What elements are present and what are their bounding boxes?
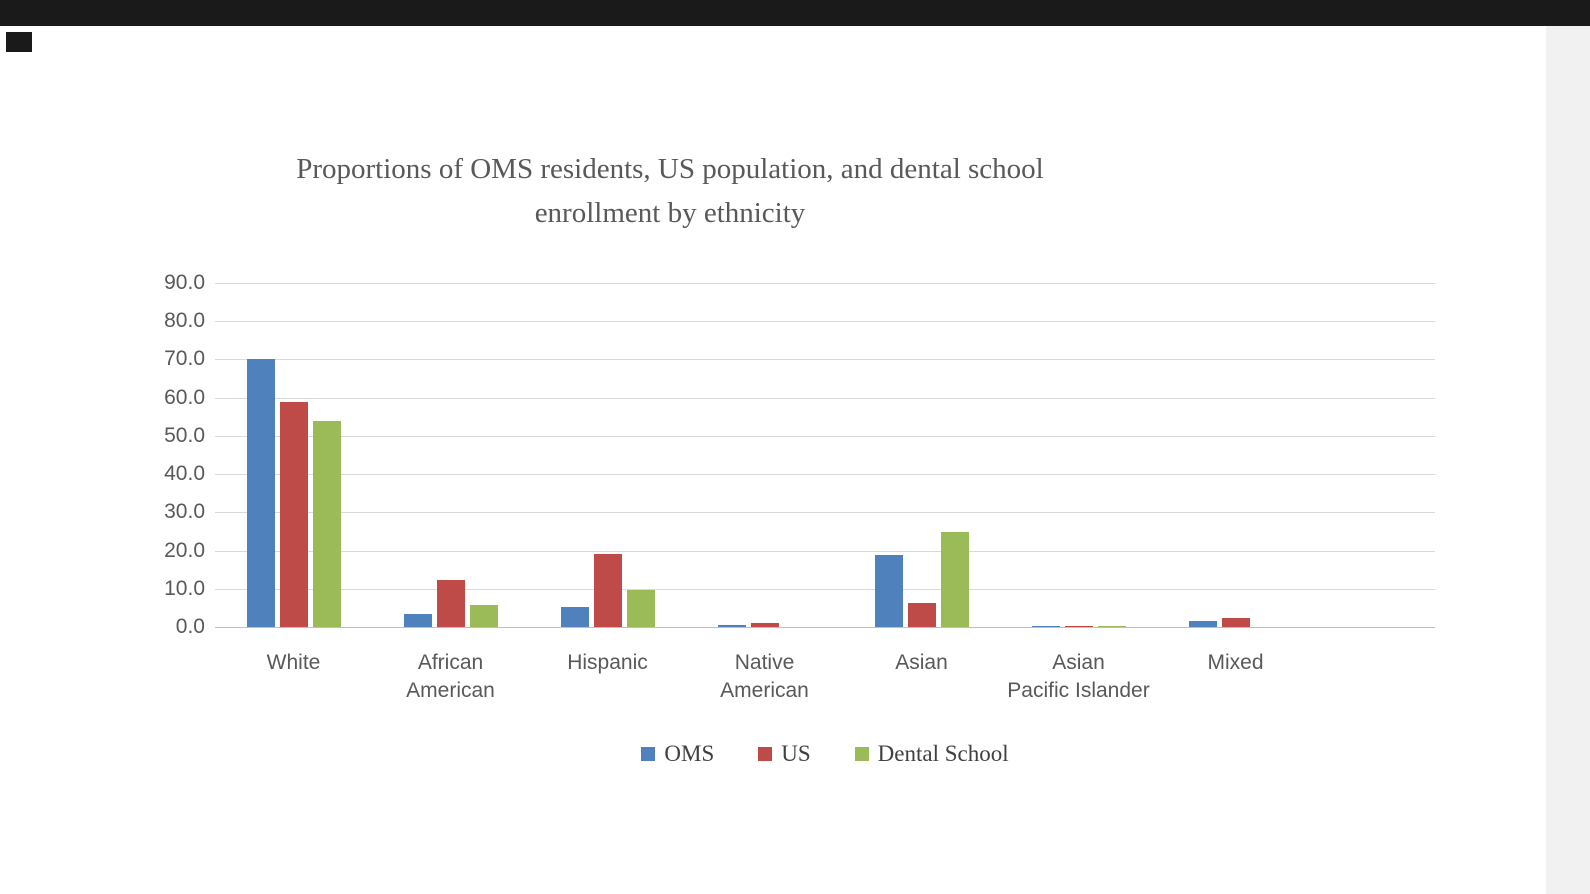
bar-oms-hispanic	[560, 607, 589, 627]
bar-oms-asian	[874, 554, 903, 627]
legend-item-us: US	[758, 741, 811, 767]
y-tick-label: 20.0	[164, 538, 205, 562]
bar-dental-school-hispanic	[626, 589, 655, 627]
bar-dental-school-asian-pacific-islander	[1097, 626, 1126, 627]
gridline	[215, 512, 1435, 514]
x-axis-labels: White African American Hispanic Native Amer…	[215, 649, 1435, 729]
bar-chart: 0.0 10.0 20.0 30.0 40.0 50.0 60.0 70.0 80.0 90.0 …	[150, 271, 1450, 843]
gridline	[215, 435, 1435, 437]
y-tick-label: 60.0	[164, 385, 205, 409]
bar-us-native-american	[750, 623, 779, 627]
x-axis-line	[215, 627, 1435, 628]
page-right-gutter	[1546, 26, 1590, 894]
y-axis-labels: 0.0 10.0 20.0 30.0 40.0 50.0 60.0 70.0 80.0 90.0	[150, 271, 205, 638]
bar-us-asian	[907, 603, 936, 627]
y-tick-label: 70.0	[164, 347, 205, 371]
x-tick-label-african-american: African American	[406, 651, 495, 703]
bar-dental-school-asian	[940, 532, 969, 627]
y-tick-label: 40.0	[164, 462, 205, 486]
bar-oms-mixed	[1188, 621, 1217, 627]
y-tick-label: 90.0	[164, 271, 205, 294]
chart-title: Proportions of OMS residents, US populat…	[296, 153, 1044, 229]
gridline	[215, 550, 1435, 552]
y-tick-label: 30.0	[164, 500, 205, 524]
x-tick-label-asian-pacific-islander: Asian Pacific Islander	[1007, 651, 1150, 703]
bar-us-hispanic	[593, 553, 622, 627]
y-tick-label: 10.0	[164, 576, 205, 600]
x-tick-label-mixed: Mixed	[1207, 651, 1264, 674]
legend-label-dental-school: Dental School	[877, 741, 1009, 766]
bar-oms-white	[246, 359, 275, 627]
gridline	[215, 283, 1435, 284]
legend-swatch-oms	[641, 747, 656, 761]
y-tick-label: 50.0	[164, 423, 205, 447]
legend-item-oms: OMS	[641, 741, 714, 767]
bar-oms-native-american	[717, 625, 746, 627]
bar-us-african-american	[436, 579, 465, 627]
bar-oms-asian-pacific-islander	[1031, 626, 1060, 627]
bar-dental-school-african-american	[469, 605, 498, 627]
window-top-bar	[0, 0, 1590, 26]
legend-swatch-us	[758, 747, 773, 761]
bar-us-white	[279, 401, 308, 627]
gridline	[215, 321, 1435, 323]
legend-swatch-dental-school	[854, 747, 869, 761]
x-tick-label-hispanic: Hispanic	[567, 651, 648, 674]
gridline	[215, 474, 1435, 476]
x-tick-label-native-american: Native American	[720, 651, 809, 703]
window-corner-mark	[6, 32, 32, 52]
legend-item-dental-school: Dental School	[854, 741, 1009, 767]
legend-label-us: US	[781, 741, 811, 766]
x-tick-label-asian: Asian	[895, 651, 948, 674]
y-tick-label: 0.0	[175, 615, 205, 638]
gridline	[215, 588, 1435, 590]
bar-oms-african-american	[403, 613, 432, 627]
plot-area	[215, 283, 1435, 628]
gridline	[215, 397, 1435, 399]
bar-us-mixed	[1221, 617, 1250, 627]
bar-dental-school-white	[312, 420, 341, 627]
legend: OMS US Dental School	[215, 741, 1435, 767]
bar-us-asian-pacific-islander	[1064, 626, 1093, 627]
y-tick-label: 80.0	[164, 309, 205, 333]
legend-label-oms: OMS	[664, 741, 715, 766]
x-tick-label-white: White	[266, 651, 321, 674]
gridline	[215, 359, 1435, 361]
